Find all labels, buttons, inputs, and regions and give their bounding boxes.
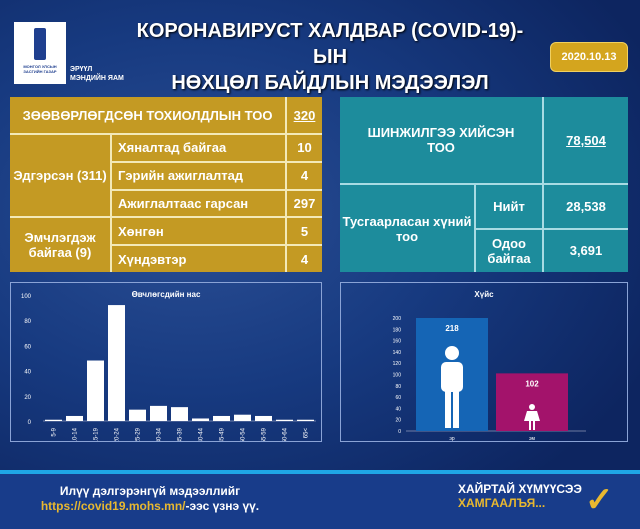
row-label: Ажиглалтаас гарсан <box>112 190 285 217</box>
row-value: 10 <box>287 135 322 161</box>
row-label: Хөнгөн <box>112 218 285 245</box>
page-title: КОРОНАВИРУСТ ХАЛДВАР (COVID-19)-ЫН НӨХЦӨЛ… <box>136 20 524 94</box>
y-tick-label: 180 <box>393 327 402 333</box>
row-label: Хяналтад байгаа <box>112 135 285 161</box>
row-value: 297 <box>287 190 322 217</box>
x-tick-label: 60-64 <box>283 427 289 441</box>
footer-info: Илүү дэлгэрэнгүй мэдээллийг https://covid… <box>40 484 260 513</box>
row-label: Хүндэвтэр <box>112 246 285 272</box>
data-label: 102 <box>525 379 539 388</box>
x-tick-label: 20-24 <box>115 427 121 441</box>
y-tick-label: 120 <box>393 361 402 367</box>
y-tick-label: 20 <box>395 418 401 424</box>
x-tick-label: 65< <box>304 428 310 439</box>
x-tick-label: эм <box>529 436 536 441</box>
y-tick-label: 80 <box>24 319 31 325</box>
soyombo-emblem-icon <box>34 28 46 60</box>
bar <box>192 418 209 421</box>
age-chart-panel: Өвчлөгсдийн нас 0 20 40 60 80 100 5-9 10-14 15-1… <box>10 282 322 443</box>
bar <box>297 419 314 421</box>
y-tick-label: 160 <box>393 339 402 345</box>
tests-value: 78,504 <box>544 97 628 183</box>
bar <box>108 305 125 421</box>
bar <box>66 415 83 421</box>
y-tick-label: 0 <box>28 420 32 426</box>
x-tick-label: 25-29 <box>136 427 142 441</box>
x-tick-label: 5-9 <box>52 427 58 436</box>
bar <box>276 419 293 421</box>
x-tick-label: 35-39 <box>178 427 184 441</box>
age-chart: 0 20 40 60 80 100 5-9 10-14 15-19 20-24 25-29 30-34… <box>21 294 316 443</box>
cases-title: ЗӨӨВӨРЛӨГДСӨН ТОХИОЛДЛЫН ТОО <box>10 97 285 133</box>
logo-text: ЗАСГИЙН ГАЗАР <box>23 69 57 74</box>
y-tick-label: 80 <box>395 384 401 390</box>
x-tick-label: 40-44 <box>199 427 205 441</box>
footer: Илүү дэлгэрэнгүй мэдээллийг https://covid… <box>0 474 640 529</box>
y-tick-label: 60 <box>395 395 401 401</box>
ministry-name: ЭРҮҮЛ МЭНДИЙН ЯАМ <box>70 66 124 82</box>
tests-label: ШИНЖИЛГЭЭ ХИЙСЭН ТОО <box>340 97 542 183</box>
bar <box>496 373 568 431</box>
logo-text: МОНГОЛ УЛСЫН <box>23 64 57 69</box>
row-value: 4 <box>287 246 322 272</box>
slogan: ХАЙРТАЙ ХҮМҮҮСЭЭ ХАМГААЛЪЯ... <box>458 482 582 510</box>
tests-table: ШИНЖИЛГЭЭ ХИЙСЭН ТОО 78,504 Тусгаарласан… <box>340 97 628 272</box>
y-tick-label: 100 <box>393 373 402 379</box>
age-chart-title: Өвчлөгсдийн нас <box>131 290 201 299</box>
x-tick-label: 55-59 <box>262 427 268 441</box>
y-tick-label: 40 <box>395 406 401 412</box>
y-tick-label: 40 <box>24 370 31 376</box>
gender-chart: 0 20 40 60 80 100 120 140 160 180 200 218 эр 102 эм <box>393 316 586 442</box>
x-tick-label: 50-54 <box>241 427 247 441</box>
cases-table: ЗӨӨВӨРЛӨГДСӨН ТОХИОЛДЛЫН ТОО 320 Эдгэрсэ… <box>10 97 322 272</box>
check-icon: ✓ <box>585 481 614 519</box>
y-tick-label: 140 <box>393 350 402 356</box>
gender-chart-title: Хүйс <box>474 290 494 299</box>
x-tick-label: эр <box>449 436 455 441</box>
isolated-current-label: Одоо байгаа <box>476 229 542 272</box>
gender-chart-panel: Хүйс 0 20 40 60 80 100 120 140 160 180 200 218 эр 102… <box>340 282 628 442</box>
row-value: 5 <box>287 218 322 245</box>
bar <box>45 419 62 421</box>
date-badge: 2020.10.13 <box>550 42 628 72</box>
row-label: Гэрийн ажиглалтад <box>112 162 285 189</box>
y-tick-label: 0 <box>398 429 401 435</box>
isolated-current-value: 3,691 <box>544 229 628 272</box>
data-label: 218 <box>445 324 459 333</box>
row-value: 4 <box>287 162 322 189</box>
bar <box>129 409 146 421</box>
x-tick-label: 45-49 <box>220 427 226 441</box>
y-tick-label: 200 <box>393 316 402 322</box>
isolated-total-label: Нийт <box>476 185 542 228</box>
cases-total: 320 <box>287 97 322 133</box>
bar <box>255 415 272 421</box>
website-link[interactable]: https://covid19.mohs.mn/ <box>40 499 186 513</box>
x-tick-label: 10-14 <box>73 427 79 441</box>
footer-divider <box>0 470 640 474</box>
isolated-total-value: 28,538 <box>544 185 628 228</box>
male-icon <box>441 346 463 428</box>
y-tick-label: 60 <box>24 344 31 350</box>
y-tick-label: 100 <box>21 294 32 300</box>
bar <box>87 360 104 421</box>
x-tick-label: 15-19 <box>94 427 100 441</box>
bar <box>171 407 188 421</box>
recovered-label: Эдгэрсэн (311) <box>10 135 110 217</box>
y-tick-label: 20 <box>24 395 31 401</box>
treated-label: Эмчлэгдэж байгаа (9) <box>10 218 110 272</box>
female-icon <box>524 404 540 430</box>
bar <box>234 414 251 421</box>
government-logo: МОНГОЛ УЛСЫН ЗАСГИЙН ГАЗАР <box>14 22 66 84</box>
bar <box>213 415 230 421</box>
bar <box>150 405 167 421</box>
x-tick-label: 30-34 <box>157 427 163 441</box>
isolated-label: Тусгаарласан хүний тоо <box>340 185 474 272</box>
